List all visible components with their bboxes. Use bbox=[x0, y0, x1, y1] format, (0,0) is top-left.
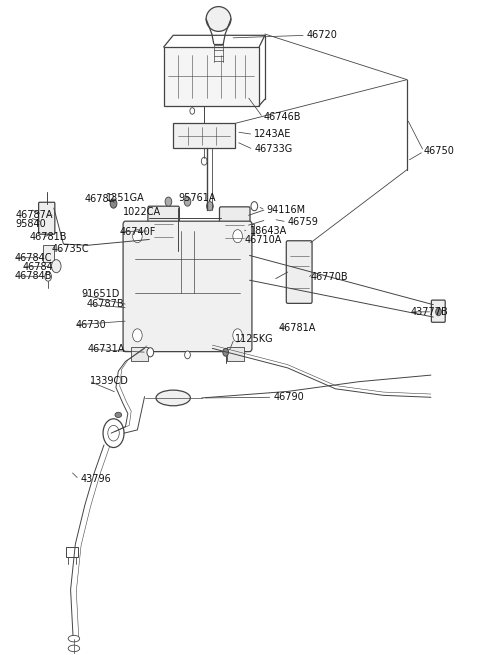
Text: 46746B: 46746B bbox=[264, 113, 301, 122]
Circle shape bbox=[233, 329, 242, 342]
FancyBboxPatch shape bbox=[123, 221, 252, 352]
Ellipse shape bbox=[115, 412, 121, 417]
Text: 46784: 46784 bbox=[23, 262, 53, 272]
Circle shape bbox=[132, 329, 142, 342]
Circle shape bbox=[436, 308, 442, 316]
Circle shape bbox=[110, 199, 117, 208]
Text: 46781B: 46781B bbox=[30, 233, 68, 242]
Circle shape bbox=[185, 351, 191, 359]
Bar bbox=[66, 547, 78, 557]
Bar bbox=[242, 225, 254, 234]
Text: 95761A: 95761A bbox=[178, 193, 216, 203]
Text: 46782: 46782 bbox=[85, 194, 116, 204]
Circle shape bbox=[206, 202, 213, 211]
FancyBboxPatch shape bbox=[219, 207, 250, 250]
Text: 1339CD: 1339CD bbox=[90, 376, 129, 386]
Text: 46790: 46790 bbox=[274, 392, 304, 402]
Text: 1125KG: 1125KG bbox=[235, 333, 274, 344]
Text: 18643A: 18643A bbox=[250, 226, 287, 236]
Text: 46710A: 46710A bbox=[245, 235, 282, 245]
Circle shape bbox=[147, 348, 154, 357]
Text: 46750: 46750 bbox=[424, 147, 455, 157]
Text: 43796: 43796 bbox=[80, 474, 111, 485]
Bar bbox=[164, 47, 259, 105]
Text: 94116M: 94116M bbox=[266, 205, 305, 215]
Text: 46731A: 46731A bbox=[87, 344, 125, 354]
Text: 46733G: 46733G bbox=[254, 145, 293, 155]
Text: 46784B: 46784B bbox=[15, 271, 52, 281]
FancyBboxPatch shape bbox=[286, 241, 312, 303]
Text: 46740F: 46740F bbox=[120, 227, 156, 236]
Text: 1243AE: 1243AE bbox=[254, 130, 292, 140]
Circle shape bbox=[233, 230, 242, 243]
Circle shape bbox=[51, 259, 61, 272]
FancyBboxPatch shape bbox=[148, 206, 180, 252]
Circle shape bbox=[165, 197, 172, 206]
Bar bbox=[173, 123, 235, 148]
Bar bbox=[131, 347, 148, 362]
FancyBboxPatch shape bbox=[432, 300, 445, 322]
Text: 46720: 46720 bbox=[307, 30, 338, 41]
Text: 1351GA: 1351GA bbox=[107, 193, 145, 203]
Text: 95840: 95840 bbox=[16, 219, 47, 229]
Ellipse shape bbox=[206, 7, 231, 31]
Text: 46787B: 46787B bbox=[86, 299, 124, 309]
Text: 46735C: 46735C bbox=[51, 244, 89, 254]
Text: 46730: 46730 bbox=[75, 320, 106, 330]
Text: 46759: 46759 bbox=[288, 217, 319, 227]
Text: 46787A: 46787A bbox=[16, 210, 53, 219]
Circle shape bbox=[223, 348, 228, 356]
Ellipse shape bbox=[156, 390, 191, 405]
Text: 46781A: 46781A bbox=[278, 323, 315, 333]
Text: 91651D: 91651D bbox=[82, 290, 120, 299]
FancyBboxPatch shape bbox=[38, 202, 55, 234]
Text: 43777B: 43777B bbox=[411, 307, 449, 317]
Circle shape bbox=[184, 197, 191, 206]
Bar bbox=[227, 347, 244, 362]
Circle shape bbox=[132, 230, 142, 243]
Text: 46784C: 46784C bbox=[15, 253, 52, 263]
Text: 1022CA: 1022CA bbox=[123, 207, 161, 217]
Text: 46770B: 46770B bbox=[311, 272, 348, 282]
Bar bbox=[43, 246, 54, 262]
